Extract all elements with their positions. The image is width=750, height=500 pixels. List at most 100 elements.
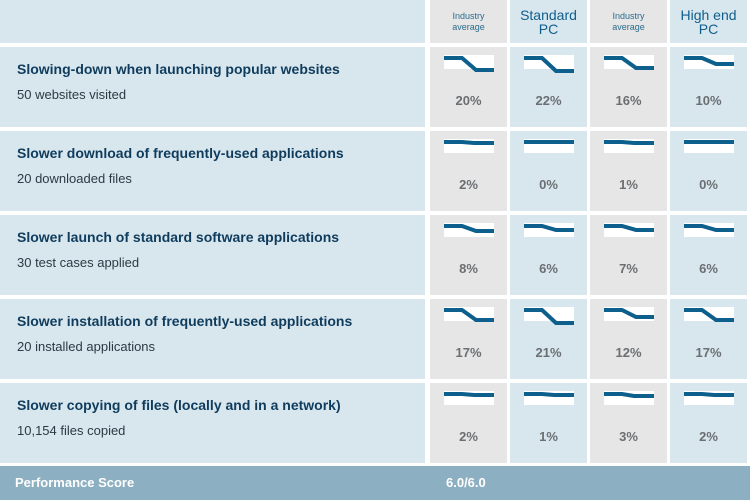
test-title: Slower copying of files (locally and in … — [17, 397, 341, 413]
column-header-line: Industry — [612, 10, 645, 21]
slowdown-graph-icon — [603, 55, 654, 70]
slowdown-percent: 17% — [695, 345, 722, 360]
slowdown-percent: 2% — [459, 429, 478, 444]
column-header-line: Standard — [520, 6, 577, 23]
metric-cell: 16% — [590, 47, 667, 127]
test-subtitle: 20 installed applications — [17, 339, 156, 354]
slowdown-graph-icon — [683, 223, 734, 237]
slowdown-percent: 16% — [615, 93, 642, 108]
slowdown-graph-icon — [683, 307, 734, 322]
test-row-label: Slowing-down when launching popular webs… — [0, 47, 425, 127]
slowdown-percent: 8% — [459, 261, 478, 276]
slowdown-percent: 10% — [695, 93, 722, 108]
metric-cell: 2% — [670, 383, 747, 463]
slowdown-graph-icon — [523, 307, 574, 325]
performance-score-label: Performance Score — [15, 475, 135, 490]
metric-cell: 1% — [590, 131, 667, 211]
metric-cell: 6% — [510, 215, 587, 295]
slowdown-graph-icon — [603, 307, 654, 321]
slowdown-percent: 0% — [539, 177, 558, 192]
test-subtitle: 20 downloaded files — [17, 171, 132, 186]
metric-cell: 6% — [670, 215, 747, 295]
column-header-line: average — [452, 21, 485, 32]
metric-cell: 12% — [590, 299, 667, 379]
slowdown-graph-icon — [523, 55, 574, 73]
metric-cell: 0% — [510, 131, 587, 211]
slowdown-line — [443, 392, 494, 397]
slowdown-line — [443, 224, 494, 233]
slowdown-percent: 22% — [535, 93, 562, 108]
slowdown-line — [683, 56, 734, 66]
performance-score-bar: Performance Score 6.0/6.0 — [0, 466, 750, 500]
column-header: Industry average — [590, 0, 667, 43]
slowdown-line — [603, 224, 654, 232]
metric-cell: 8% — [430, 215, 507, 295]
test-subtitle: 30 test cases applied — [17, 255, 140, 270]
slowdown-line — [523, 224, 574, 232]
slowdown-percent: 3% — [619, 429, 638, 444]
column-header-line: PC — [538, 20, 559, 37]
slowdown-percent: 17% — [455, 345, 482, 360]
slowdown-graph-icon — [603, 223, 654, 237]
slowdown-percent: 20% — [455, 93, 482, 108]
slowdown-line — [523, 392, 574, 397]
slowdown-percent: 6% — [539, 261, 558, 276]
slowdown-graph-icon — [603, 139, 654, 153]
performance-score-value: 6.0/6.0 — [446, 475, 486, 490]
slowdown-percent: 12% — [615, 345, 642, 360]
slowdown-graph-icon — [683, 55, 734, 69]
test-title: Slower installation of frequently-used a… — [17, 313, 353, 329]
metric-cell: 3% — [590, 383, 667, 463]
slowdown-line — [683, 308, 734, 322]
metric-cell: 17% — [670, 299, 747, 379]
slowdown-percent: 6% — [699, 261, 718, 276]
test-title: Slower download of frequently-used appli… — [17, 145, 344, 161]
slowdown-graph-icon — [443, 307, 494, 322]
slowdown-percent: 2% — [699, 429, 718, 444]
slowdown-line — [523, 308, 574, 325]
metric-cell: 17% — [430, 299, 507, 379]
slowdown-line — [683, 224, 734, 232]
column-header-line: Industry — [452, 10, 485, 21]
metric-cell: 1% — [510, 383, 587, 463]
slowdown-line — [603, 56, 654, 70]
slowdown-line — [443, 308, 494, 322]
slowdown-percent: 2% — [459, 177, 478, 192]
column-header-line: average — [612, 21, 645, 32]
slowdown-line — [443, 140, 494, 145]
metric-cell: 21% — [510, 299, 587, 379]
column-header: Standard PC — [510, 0, 587, 43]
slowdown-line — [603, 392, 654, 398]
test-row-label: Slower launch of standard software appli… — [0, 215, 425, 295]
metric-cell: 2% — [430, 383, 507, 463]
metric-cell: 7% — [590, 215, 667, 295]
test-row-label: Slower copying of files (locally and in … — [0, 383, 425, 463]
test-row-label: Slower installation of frequently-used a… — [0, 299, 425, 379]
test-title: Slowing-down when launching popular webs… — [17, 61, 340, 77]
slowdown-graph-icon — [603, 391, 654, 405]
slowdown-graph-icon — [443, 139, 494, 153]
metric-cell: 0% — [670, 131, 747, 211]
slowdown-graph-icon — [443, 223, 494, 237]
slowdown-line — [523, 56, 574, 73]
metric-cell: 10% — [670, 47, 747, 127]
slowdown-graph-icon — [523, 391, 574, 405]
column-header: High end PC — [670, 0, 747, 43]
slowdown-percent: 21% — [535, 345, 562, 360]
slowdown-graph-icon — [683, 391, 734, 405]
test-subtitle: 10,154 files copied — [17, 423, 126, 438]
metric-cell: 22% — [510, 47, 587, 127]
slowdown-percent: 1% — [539, 429, 558, 444]
slowdown-graph-icon — [523, 223, 574, 237]
column-header-line: High end — [680, 6, 737, 23]
slowdown-line — [443, 56, 494, 72]
column-header: Industry average — [430, 0, 507, 43]
test-title: Slower launch of standard software appli… — [17, 229, 340, 245]
header-spacer — [0, 0, 425, 43]
slowdown-graph-icon — [683, 139, 734, 153]
test-row-label: Slower download of frequently-used appli… — [0, 131, 425, 211]
metric-cell: 2% — [430, 131, 507, 211]
slowdown-line — [683, 392, 734, 397]
slowdown-graph-icon — [443, 391, 494, 405]
